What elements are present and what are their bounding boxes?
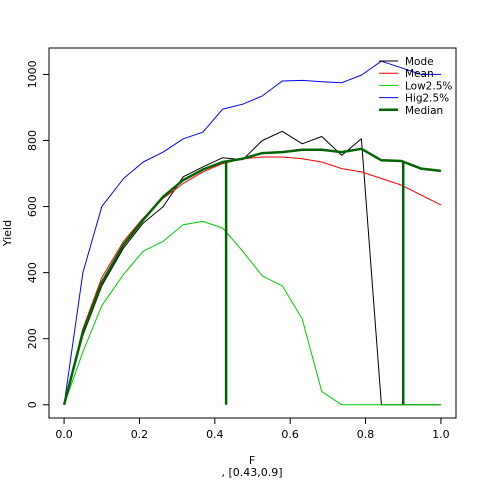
y-tick-label: 0 bbox=[26, 401, 39, 408]
x-tick-label: 0.8 bbox=[357, 428, 375, 441]
x-tick-label: 0.0 bbox=[55, 428, 73, 441]
legend-label: Mean bbox=[405, 68, 434, 80]
legend-label: Hig2.5% bbox=[405, 93, 449, 105]
x-tick-label: 0.4 bbox=[206, 428, 224, 441]
legend-label: Mode bbox=[405, 56, 434, 68]
y-tick-label: 400 bbox=[26, 262, 39, 283]
legend-label: Low2.5% bbox=[405, 80, 452, 92]
vline-layer bbox=[224, 160, 405, 405]
y-axis-label: Yield bbox=[1, 220, 14, 247]
y-tick-label: 200 bbox=[26, 328, 39, 349]
series-layer bbox=[62, 60, 442, 406]
series-line-mean bbox=[63, 156, 442, 405]
y-axis: 0 200 400 600 800 1000 bbox=[26, 60, 49, 408]
x-tick-label: 0.2 bbox=[131, 428, 149, 441]
legend-label: Median bbox=[405, 105, 443, 117]
series-line-mode bbox=[63, 130, 441, 406]
plot-frame bbox=[48, 47, 457, 419]
series-line-median bbox=[62, 147, 442, 406]
y-tick-label: 600 bbox=[26, 196, 39, 217]
series-line-hig2-5- bbox=[63, 60, 441, 405]
x-axis: 0.0 0.2 0.4 0.6 0.8 1.0 bbox=[55, 418, 450, 441]
y-tick-label: 800 bbox=[26, 130, 39, 151]
x-tick-label: 0.6 bbox=[281, 428, 299, 441]
y-tick-label: 1000 bbox=[26, 60, 39, 88]
series-line-low2-5- bbox=[63, 220, 441, 406]
x-axis-label: F bbox=[249, 454, 255, 467]
x-axis-sublabel: , [0.43,0.9] bbox=[221, 466, 282, 479]
x-tick-label: 1.0 bbox=[432, 428, 450, 441]
